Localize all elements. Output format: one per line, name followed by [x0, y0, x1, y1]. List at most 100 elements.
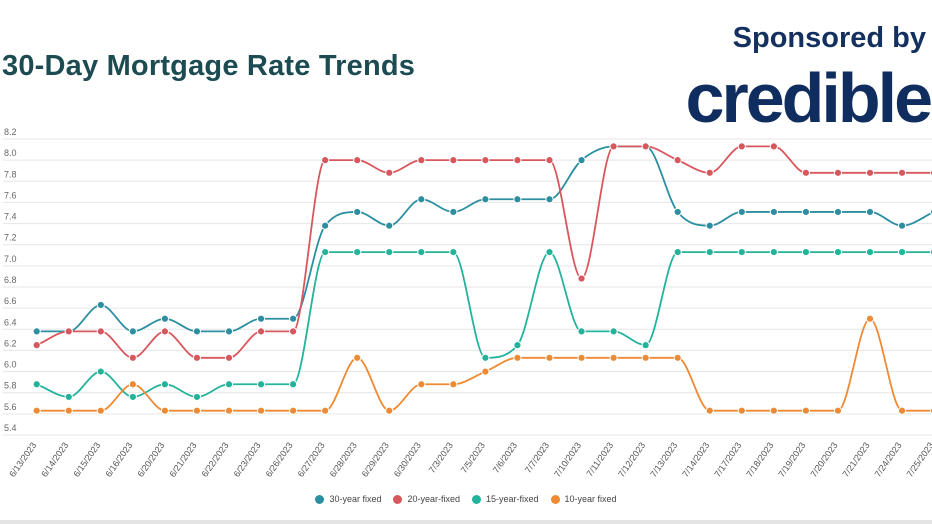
data-point-15-year-fixed: [417, 248, 426, 257]
data-point-15-year-fixed: [769, 248, 778, 257]
legend-item-15-year-fixed[interactable]: 15-year-fixed: [472, 494, 539, 504]
x-tick-label: 7/21/2023: [840, 440, 871, 479]
data-point-20-year-fixed: [769, 142, 778, 151]
bottom-divider: [0, 520, 932, 524]
data-point-10-year-fixed: [96, 406, 105, 415]
data-point-20-year-fixed: [449, 156, 458, 165]
x-tick-label: 6/26/2023: [264, 440, 295, 479]
data-point-15-year-fixed: [513, 341, 522, 350]
y-tick-label: 8.2: [4, 127, 17, 137]
data-point-20-year-fixed: [289, 327, 298, 336]
y-tick-label: 7.6: [4, 190, 17, 200]
data-point-10-year-fixed: [545, 353, 554, 362]
x-tick-label: 7/17/2023: [712, 440, 743, 479]
page-title: 30-Day Mortgage Rate Trends: [2, 50, 416, 82]
y-tick-label: 5.8: [4, 381, 17, 391]
data-point-10-year-fixed: [449, 380, 458, 389]
data-point-20-year-fixed: [321, 156, 330, 165]
credible-logo: credible: [685, 59, 932, 137]
data-point-10-year-fixed: [224, 406, 234, 415]
data-point-30-year-fixed: [673, 207, 682, 217]
x-tick-label: 6/22/2023: [199, 440, 230, 479]
legend-swatch: [393, 494, 403, 504]
x-tick-label: 7/25/2023: [905, 440, 932, 479]
data-point-20-year-fixed: [865, 168, 875, 177]
data-point-10-year-fixed: [609, 353, 618, 362]
data-point-30-year-fixed: [705, 221, 714, 230]
sponsor-label: Sponsored by: [732, 22, 926, 54]
y-tick-label: 6.8: [4, 275, 17, 285]
data-point-15-year-fixed: [321, 248, 330, 257]
legend-label: 30-year fixed: [329, 494, 382, 504]
x-tick-label: 7/13/2023: [648, 440, 679, 479]
data-point-30-year-fixed: [385, 221, 394, 230]
data-point-15-year-fixed: [641, 341, 650, 350]
data-point-30-year-fixed: [481, 195, 490, 204]
data-point-30-year-fixed: [833, 207, 843, 217]
data-point-15-year-fixed: [801, 248, 811, 257]
legend-item-30-year-fixed[interactable]: 30-year fixed: [315, 494, 381, 504]
data-point-20-year-fixed: [609, 142, 618, 151]
data-point-15-year-fixed: [673, 248, 682, 257]
y-tick-label: 5.4: [4, 423, 17, 433]
data-point-10-year-fixed: [417, 380, 426, 389]
data-point-15-year-fixed: [64, 392, 73, 402]
data-point-20-year-fixed: [353, 156, 362, 165]
data-point-10-year-fixed: [192, 406, 202, 415]
data-point-20-year-fixed: [417, 156, 426, 165]
data-point-30-year-fixed: [417, 195, 426, 204]
data-point-30-year-fixed: [545, 195, 554, 204]
series-line-30-year-fixed: [36, 145, 932, 333]
data-point-30-year-fixed: [289, 314, 298, 323]
y-tick-label: 7.2: [4, 233, 17, 243]
data-point-15-year-fixed: [224, 380, 234, 389]
data-point-15-year-fixed: [289, 380, 298, 389]
legend-item-20-year-fixed[interactable]: 20-year-fixed: [393, 494, 460, 504]
data-point-20-year-fixed: [96, 327, 105, 336]
chart-legend: 30-year fixed 20-year-fixed 15-year-fixed 1…: [0, 494, 932, 504]
x-tick-label: 7/18/2023: [744, 440, 775, 479]
y-tick-label: 7.0: [4, 254, 17, 264]
legend-label: 15-year-fixed: [486, 494, 539, 504]
x-tick-label: 7/20/2023: [808, 440, 839, 479]
legend-item-10-year-fixed[interactable]: 10-year fixed: [550, 494, 617, 504]
data-point-10-year-fixed: [160, 406, 169, 415]
data-point-10-year-fixed: [897, 406, 907, 415]
y-tick-label: 5.6: [4, 402, 17, 412]
data-point-10-year-fixed: [737, 406, 746, 415]
data-point-10-year-fixed: [801, 406, 811, 415]
x-tick-label: 7/6/2023: [491, 440, 519, 474]
data-point-10-year-fixed: [769, 406, 778, 415]
y-tick-label: 6.4: [4, 317, 17, 327]
data-point-30-year-fixed: [256, 314, 266, 323]
data-point-10-year-fixed: [256, 406, 266, 415]
series-line-10-year-fixed: [36, 317, 932, 412]
x-tick-label: 6/15/2023: [71, 440, 102, 479]
y-tick-label: 8.0: [4, 148, 17, 158]
legend-swatch: [550, 494, 560, 504]
data-point-15-year-fixed: [865, 248, 875, 257]
data-point-10-year-fixed: [385, 406, 394, 415]
x-tick-label: 6/13/2023: [7, 440, 38, 479]
x-tick-label: 6/30/2023: [392, 440, 423, 479]
data-point-15-year-fixed: [385, 248, 394, 257]
x-tick-label: 6/16/2023: [103, 440, 134, 479]
y-tick-label: 7.8: [4, 169, 17, 179]
data-point-10-year-fixed: [513, 353, 522, 362]
data-point-15-year-fixed: [609, 327, 618, 336]
data-point-30-year-fixed: [737, 207, 746, 217]
data-point-20-year-fixed: [256, 327, 266, 336]
x-tick-label: 7/14/2023: [680, 440, 711, 479]
x-tick-label: 7/12/2023: [616, 440, 647, 479]
data-point-20-year-fixed: [128, 353, 137, 362]
data-point-15-year-fixed: [160, 380, 169, 389]
data-point-15-year-fixed: [192, 392, 202, 402]
data-point-10-year-fixed: [705, 406, 714, 415]
data-point-20-year-fixed: [32, 341, 41, 350]
data-point-20-year-fixed: [641, 142, 650, 151]
x-tick-label: 7/24/2023: [873, 440, 904, 479]
y-tick-label: 7.4: [4, 212, 17, 222]
x-tick-label: 7/19/2023: [776, 440, 807, 479]
data-point-30-year-fixed: [769, 207, 778, 217]
data-point-30-year-fixed: [192, 327, 202, 336]
